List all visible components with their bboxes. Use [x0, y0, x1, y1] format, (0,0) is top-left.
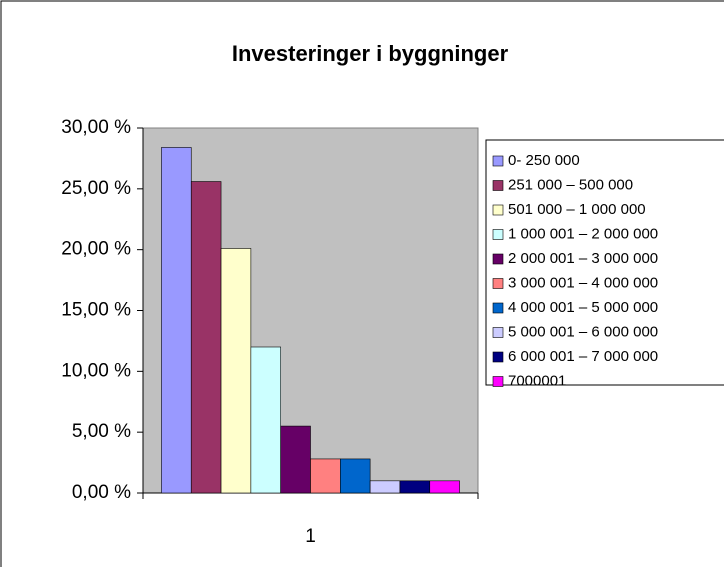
legend-label: 0- 250 000 [508, 152, 580, 169]
legend-swatch [492, 204, 504, 216]
legend-label: 1 000 001 – 2 000 000 [508, 225, 658, 242]
y-tick-label: 20,00 % [61, 239, 131, 260]
chart-title: Investeringer i byggninger [232, 41, 509, 66]
legend-label: 251 000 – 500 000 [508, 176, 633, 193]
x-tick-label: 1 [305, 526, 316, 547]
y-tick-label: 0,00 % [72, 482, 131, 503]
legend-swatch [492, 180, 504, 191]
legend-swatch [492, 278, 504, 289]
y-tick-label: 5,00 % [72, 421, 131, 442]
legend-swatch [492, 155, 504, 167]
legend-label: 3 000 001 – 4 000 000 [508, 274, 658, 291]
y-tick-label: 30,00 % [61, 117, 131, 138]
legend-label: 501 000 – 1 000 000 [508, 201, 646, 218]
bar [161, 147, 192, 494]
legend-label: 7000001 [508, 372, 566, 389]
legend-label: 5 000 001 – 6 000 000 [508, 323, 658, 340]
legend-swatch [492, 229, 504, 240]
y-tick-label: 25,00 % [61, 178, 131, 199]
bar [369, 480, 401, 494]
bar [399, 480, 431, 494]
bar [310, 458, 341, 494]
legend-swatch [492, 351, 504, 363]
bar [429, 480, 460, 494]
legend-label: 4 000 001 – 5 000 000 [508, 299, 658, 316]
bar [220, 248, 252, 494]
y-tick-label: 10,00 % [61, 360, 131, 381]
legend-label: 2 000 001 – 3 000 000 [508, 250, 658, 267]
bar [340, 458, 371, 494]
y-tick-label: 15,00 % [61, 300, 131, 321]
bar [250, 346, 281, 494]
legend-swatch [492, 327, 504, 338]
legend-swatch [492, 302, 504, 314]
bar [190, 181, 222, 494]
legend-swatch [492, 253, 504, 265]
legend [485, 139, 724, 386]
legend-label: 6 000 001 – 7 000 000 [508, 348, 658, 365]
legend-swatch [492, 376, 504, 387]
bar [280, 425, 311, 494]
